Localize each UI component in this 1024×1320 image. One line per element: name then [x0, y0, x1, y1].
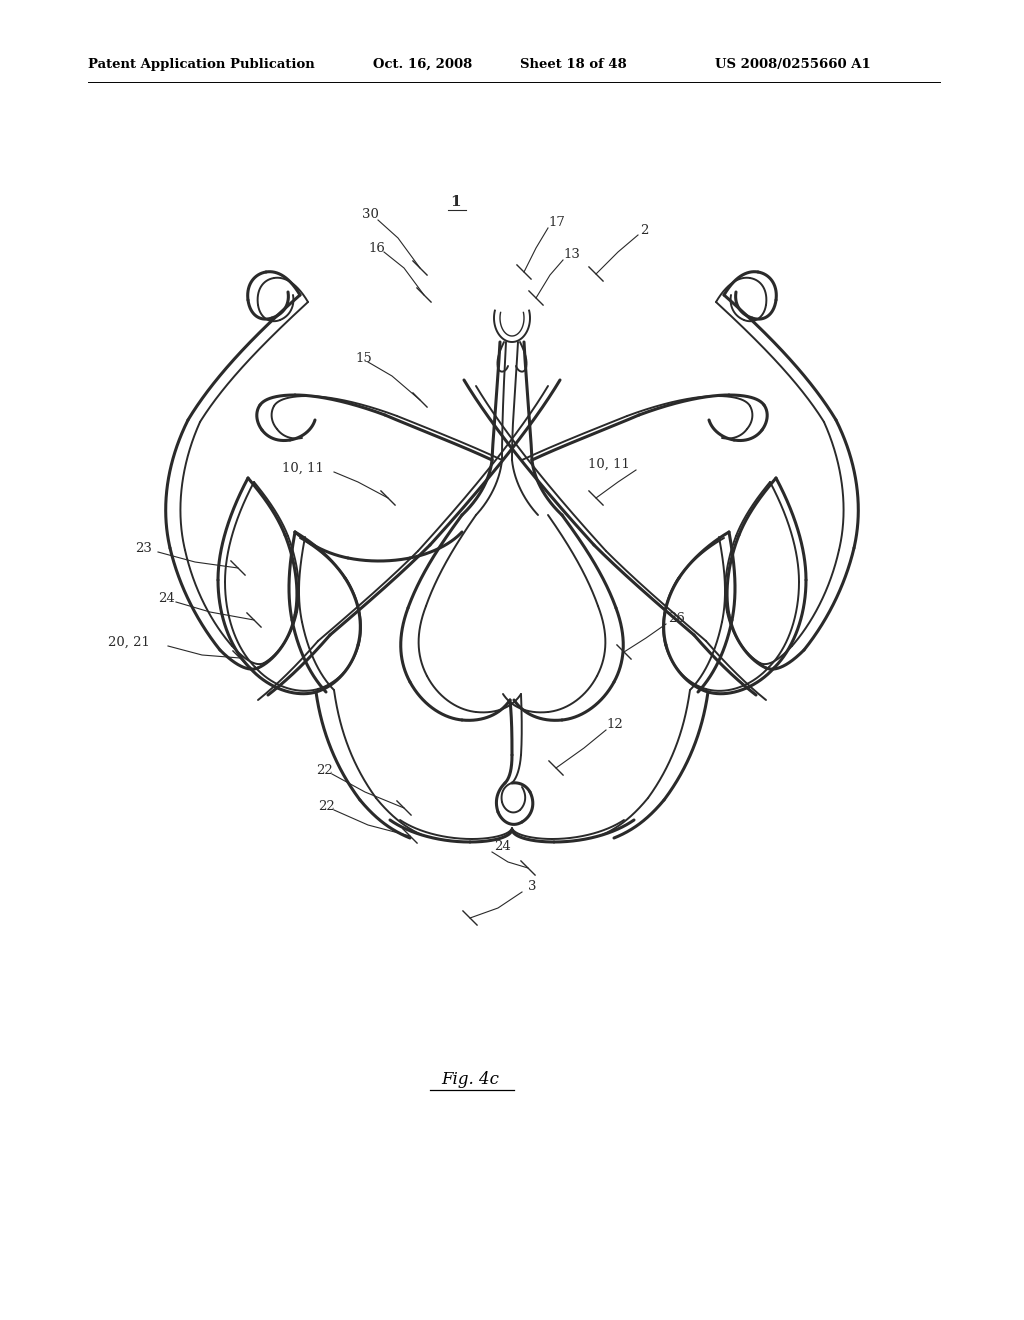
Text: 2: 2 [640, 223, 648, 236]
Text: 10, 11: 10, 11 [588, 458, 630, 470]
Text: Patent Application Publication: Patent Application Publication [88, 58, 314, 71]
Text: Fig. 4c: Fig. 4c [441, 1072, 499, 1089]
Text: 22: 22 [316, 763, 333, 776]
Text: 24: 24 [494, 840, 511, 853]
Text: 13: 13 [563, 248, 580, 261]
Text: 3: 3 [528, 879, 537, 892]
Text: 20, 21: 20, 21 [108, 635, 150, 648]
Text: 16: 16 [368, 242, 385, 255]
Text: 23: 23 [135, 541, 152, 554]
Text: 22: 22 [318, 800, 335, 813]
Text: 26: 26 [668, 611, 685, 624]
Text: 17: 17 [548, 215, 565, 228]
Text: 12: 12 [606, 718, 623, 730]
Text: 15: 15 [355, 351, 372, 364]
Text: 24: 24 [158, 591, 175, 605]
Text: 10, 11: 10, 11 [282, 462, 324, 474]
Text: US 2008/0255660 A1: US 2008/0255660 A1 [715, 58, 870, 71]
Text: Sheet 18 of 48: Sheet 18 of 48 [520, 58, 627, 71]
Text: 1: 1 [450, 195, 461, 209]
Text: Oct. 16, 2008: Oct. 16, 2008 [373, 58, 472, 71]
Text: 30: 30 [362, 209, 379, 222]
